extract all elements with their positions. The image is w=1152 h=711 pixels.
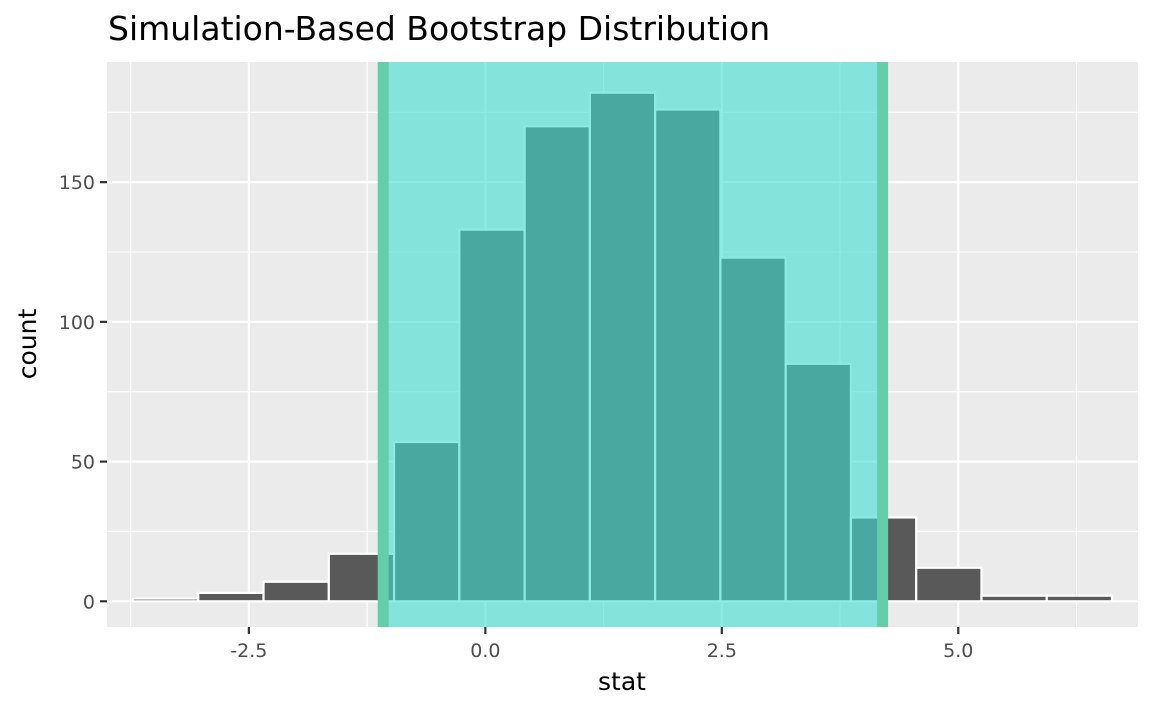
y-tick-label: 0 — [83, 591, 95, 613]
ci-shaded-region — [383, 62, 883, 627]
x-tick-label: 2.5 — [707, 640, 737, 662]
histogram-bar — [915, 566, 983, 603]
confidence-interval — [377, 62, 889, 627]
x-tick-label: 0.0 — [470, 640, 500, 662]
histogram-bar — [131, 597, 200, 603]
chart-title: Simulation-Based Bootstrap Distribution — [108, 9, 770, 48]
histogram-bar — [980, 594, 1048, 603]
y-tick-label: 150 — [59, 172, 95, 194]
x-tick-label: -2.5 — [230, 640, 267, 662]
x-tick-label: 5.0 — [943, 640, 973, 662]
y-tick-label: 100 — [59, 312, 95, 334]
histogram-bar — [197, 591, 265, 603]
x-axis-title: stat — [598, 667, 646, 696]
y-axis-title: count — [13, 309, 42, 380]
axes: -2.5 0.0 2.5 5.0 0 50 100 150 — [59, 172, 974, 662]
histogram-bar — [1045, 594, 1114, 603]
histogram-bar — [262, 580, 330, 603]
y-tick-label: 50 — [71, 452, 95, 474]
